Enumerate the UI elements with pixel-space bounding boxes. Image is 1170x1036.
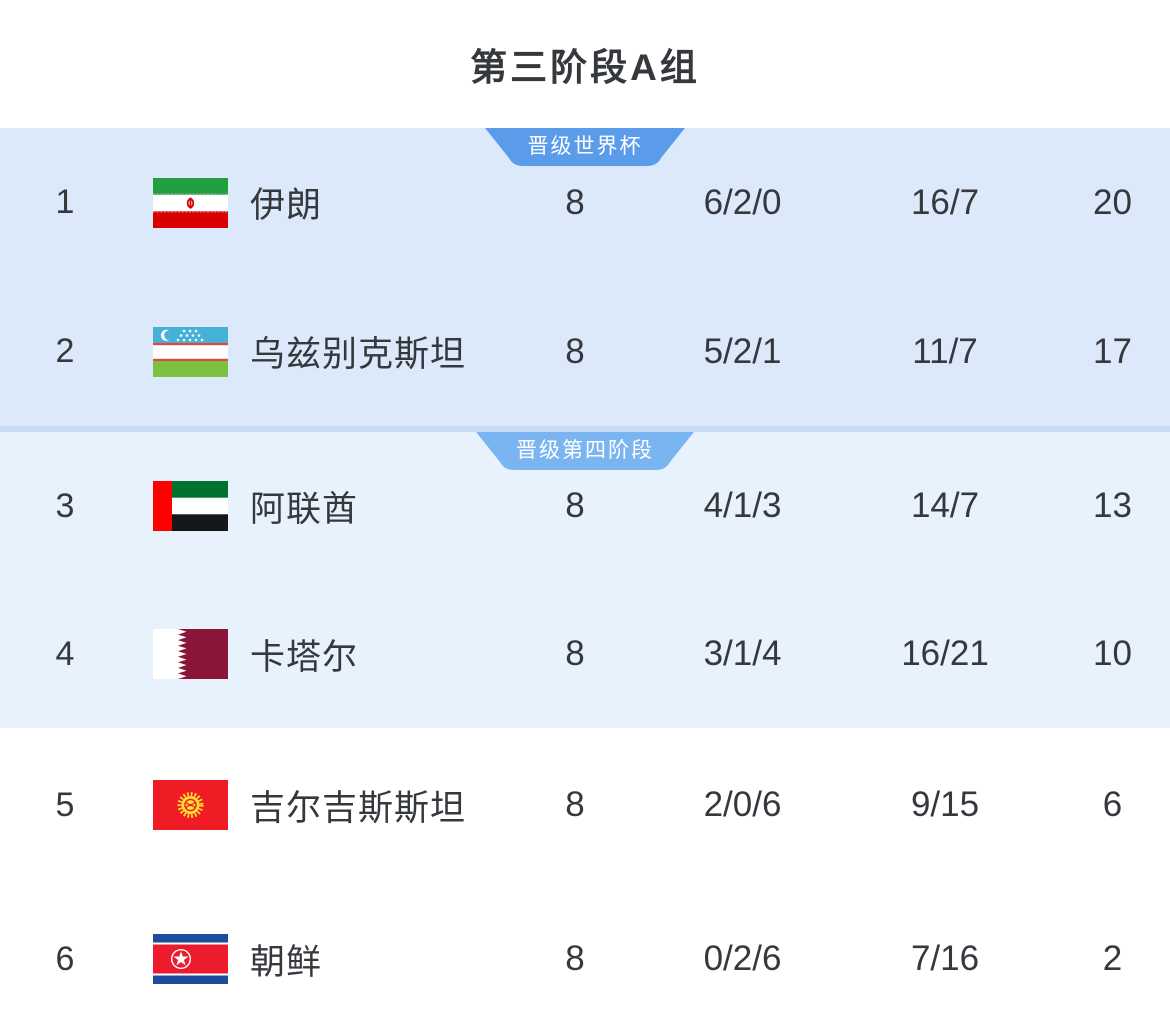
goals-for-against: 16/7 <box>910 182 980 222</box>
win-draw-loss: 3/1/4 <box>703 634 782 673</box>
matches-played: 8 <box>565 182 585 222</box>
table-row[interactable]: 3 阿联酋 8 4/1/3 14/7 13 <box>0 432 1170 580</box>
matches-played: 8 <box>565 331 585 371</box>
north-korea-flag-icon <box>130 934 250 984</box>
rank: 2 <box>55 332 75 370</box>
uae-flag-icon <box>130 481 250 531</box>
rank: 5 <box>55 785 75 824</box>
table-row[interactable]: 4 卡塔尔 8 3/1/4 16/21 10 <box>0 580 1170 728</box>
goals-for-against: 7/16 <box>910 939 980 978</box>
matches-played: 8 <box>565 634 585 673</box>
points: 17 <box>1093 331 1132 371</box>
standings-table: 晋级世界杯 1 伊朗 8 6/2/0 1 <box>0 128 1170 1036</box>
section-qualify-worldcup: 晋级世界杯 1 伊朗 8 6/2/0 1 <box>0 128 1170 432</box>
win-draw-loss: 6/2/0 <box>703 182 782 222</box>
matches-played: 8 <box>565 939 585 978</box>
iran-flag-icon <box>130 177 250 228</box>
rank: 1 <box>55 183 75 221</box>
points: 2 <box>1102 939 1123 978</box>
win-draw-loss: 0/2/6 <box>703 939 782 978</box>
win-draw-loss: 2/0/6 <box>703 785 782 824</box>
page-header: 第三阶段A组 <box>0 0 1170 128</box>
win-draw-loss: 5/2/1 <box>703 331 782 371</box>
points: 6 <box>1102 785 1123 824</box>
rank: 4 <box>55 634 75 673</box>
rank: 3 <box>55 486 75 525</box>
table-row[interactable]: 6 朝鲜 8 0/2/6 7/16 2 <box>0 882 1170 1036</box>
goals-for-against: 16/21 <box>901 634 989 673</box>
qatar-flag-icon <box>130 629 250 679</box>
rank: 6 <box>55 939 75 978</box>
team-name: 朝鲜 <box>250 942 323 982</box>
goals-for-against: 9/15 <box>910 785 980 824</box>
matches-played: 8 <box>565 785 585 824</box>
badge-label: 晋级世界杯 <box>527 134 643 158</box>
page-title: 第三阶段A组 <box>470 47 700 88</box>
team-name: 乌兹别克斯坦 <box>250 335 467 374</box>
team-name: 卡塔尔 <box>250 637 359 677</box>
points: 13 <box>1093 486 1132 525</box>
stage4-qualify-badge: 晋级第四阶段 <box>476 432 694 470</box>
points: 10 <box>1093 634 1132 673</box>
table-row[interactable]: 5 吉尔吉斯斯坦 8 2/0/6 9/15 6 <box>0 728 1170 882</box>
team-name: 阿联酋 <box>250 489 359 529</box>
team-name: 吉尔吉斯斯坦 <box>250 788 467 828</box>
win-draw-loss: 4/1/3 <box>703 486 782 525</box>
table-row[interactable]: 1 伊朗 8 6/2/0 16/7 20 <box>0 128 1170 277</box>
points: 20 <box>1093 182 1132 222</box>
table-row[interactable]: 2 <box>0 277 1170 426</box>
badge-ribbon-shape <box>476 432 694 470</box>
team-name: 伊朗 <box>250 186 323 225</box>
badge-ribbon-shape <box>485 128 685 166</box>
uzbekistan-flag-icon <box>130 326 250 377</box>
kyrgyzstan-flag-icon <box>130 780 250 830</box>
badge-label: 晋级第四阶段 <box>516 438 654 462</box>
section-others: 5 吉尔吉斯斯坦 8 2/0/6 9/15 6 6 <box>0 728 1170 1036</box>
matches-played: 8 <box>565 486 585 525</box>
goals-for-against: 14/7 <box>910 486 980 525</box>
section-qualify-stage4: 晋级第四阶段 3 阿联酋 8 4/1/3 14/7 13 <box>0 432 1170 728</box>
worldcup-qualify-badge: 晋级世界杯 <box>485 128 685 166</box>
goals-for-against: 11/7 <box>912 331 978 371</box>
